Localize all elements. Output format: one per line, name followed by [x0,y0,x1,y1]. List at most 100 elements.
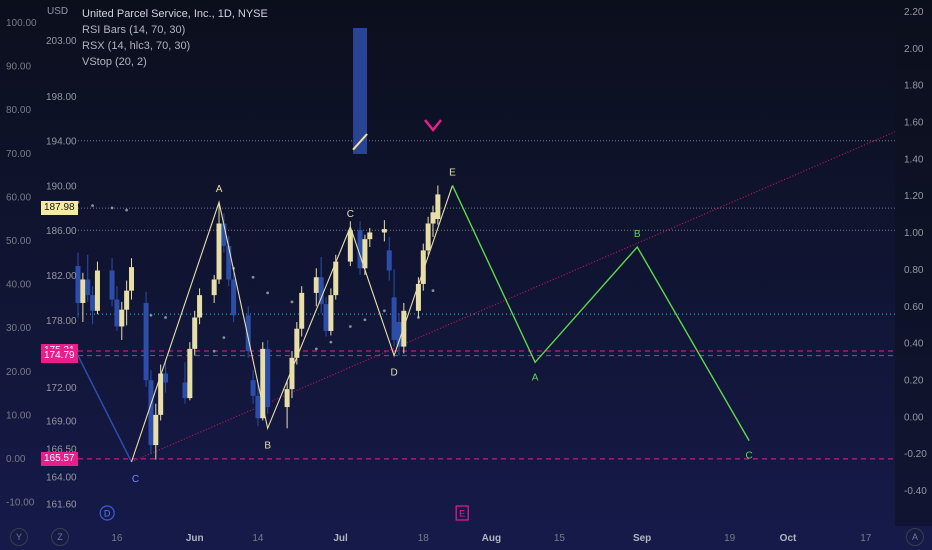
candle [245,306,251,358]
candle [318,257,324,314]
corner-button-z[interactable]: Z [51,528,69,546]
candle-body [143,302,149,381]
corner-button-y[interactable]: Y [10,528,28,546]
time-tick-label: 15 [554,533,566,544]
candle [80,272,86,322]
currency-label: USD [47,6,69,17]
candle [386,236,392,281]
time-tick-label: 14 [252,533,264,544]
candle-body [128,267,134,291]
candle-body [333,261,339,296]
rsi-tick-label: 30.00 [6,323,31,334]
candles-layer [75,185,441,460]
earnings-letter: E [459,509,465,519]
candle-body [299,292,305,329]
axes-layer: 100.00 90.00 80.00 70.00 60.00 50.00 40.00 30.0… [6,7,927,544]
candle-body [415,283,421,311]
candle-body [313,277,319,293]
vstop-dot [251,275,255,279]
time-tick-label: 16 [111,533,123,544]
candle-body [347,230,353,262]
candle [109,258,115,307]
candle [367,227,373,248]
candle [124,280,130,326]
candle-body [255,395,261,419]
pattern-label: C [347,209,354,220]
candle [381,220,387,242]
legend-indicator-rsi-bars[interactable]: RSI Bars (14, 70, 30) [82,24,186,36]
time-tick-label: Jun [186,533,204,544]
candle-body [294,328,300,358]
candle-body [425,223,431,251]
rsi-overbought-bar [352,28,368,154]
candle [192,310,198,356]
candle [114,286,120,331]
candle [197,288,203,325]
rsi-tick-label: -10.00 [6,498,35,509]
pattern-label: E [449,167,456,178]
candle [143,291,149,387]
candle [90,286,96,325]
candle-body [226,245,232,280]
candle-body [216,223,222,280]
dividend-circle [99,505,115,521]
candle [226,235,232,287]
earnings-box [455,505,469,521]
candle [85,254,91,302]
candle [119,301,125,340]
candle-body [211,279,217,296]
price-tick-label: 164.00 [46,472,77,483]
candle-body [318,277,324,305]
legend-symbol[interactable]: United Parcel Service, Inc., 1D, NYSE [82,8,268,20]
candle [289,351,295,399]
candle-body [90,295,96,311]
candle-body [109,270,115,300]
candle [284,380,290,429]
candle-body [284,389,290,408]
candle [328,288,334,336]
candle [211,274,217,303]
vstop-dot [222,336,226,340]
candle-body [245,315,251,352]
candle [391,269,397,347]
rsx-tick-label: 0.60 [904,302,924,313]
projection-line [451,185,750,441]
rsx-tick-label: -0.40 [904,486,927,497]
time-tick-label: Aug [482,533,501,544]
candle [153,403,159,460]
candle-body [124,290,130,310]
candle-body [163,373,169,383]
candle [265,339,271,414]
rsi-tick-label: 40.00 [6,280,31,291]
candle-body [265,348,271,408]
price-tick-label: 182.00 [46,271,77,282]
legend-indicator-vstop[interactable]: VStop (20, 2) [82,56,147,68]
candle-body [391,297,397,340]
candle-body [323,304,329,331]
time-tick-label: 17 [860,533,872,544]
candle-body [435,194,441,220]
candle [75,252,81,318]
candle [313,268,319,307]
price-tick-label: 166.50 [46,444,77,455]
vstop-dot [290,300,294,304]
legend[interactable]: United Parcel Service, Inc., 1D, NYSE RS… [82,6,268,70]
candle-body [148,380,154,446]
rsi-tick-label: 50.00 [6,236,31,247]
candle-body [386,250,392,271]
vstop-dot [149,313,153,317]
price-tick-label: 169.00 [46,416,77,427]
candle-body [192,317,198,349]
price-tick-label: 161.60 [46,499,77,510]
corner-button-a[interactable]: A [906,528,924,546]
candle-body [396,321,402,347]
price-badge: 174.79 [41,348,78,363]
vstop-dot [329,340,333,344]
dividend-marker: D [99,505,115,521]
price-tick-label: 172.00 [46,383,77,394]
pattern-label: A [216,184,223,195]
legend-indicator-rsx[interactable]: RSX (14, hlc3, 70, 30) [82,40,191,52]
